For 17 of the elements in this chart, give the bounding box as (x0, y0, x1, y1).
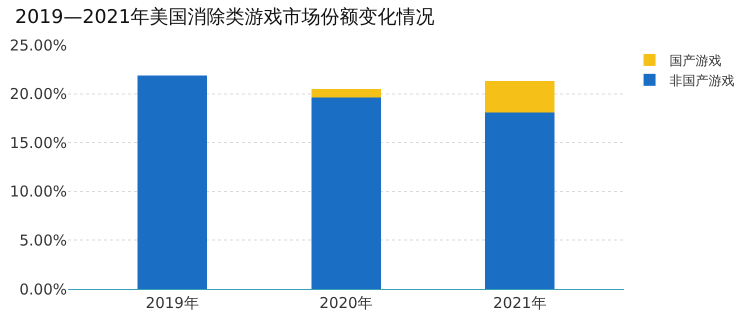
bar (485, 112, 554, 289)
bar (311, 88, 381, 98)
legend-label: 非国产游戏 (670, 74, 735, 89)
x-tick-label: 2019年 (146, 294, 199, 312)
y-tick-label: 0.00% (19, 280, 67, 298)
bar (485, 81, 554, 112)
legend-label: 国产游戏 (670, 54, 722, 70)
bar (311, 98, 381, 289)
x-tick-label: 2021年 (493, 294, 546, 312)
y-tick-label: 5.00% (19, 231, 67, 250)
chart-title: 2019—2021年美国消除类游戏市场份额变化情况 (15, 6, 435, 28)
x-tick-label: 2020年 (319, 294, 373, 312)
y-tick-label: 20.00% (10, 85, 67, 104)
y-tick-label: 15.00% (10, 134, 67, 152)
y-tick-label: 25.00% (10, 36, 67, 54)
bar (138, 75, 207, 289)
y-tick-label: 10.00% (10, 182, 67, 201)
